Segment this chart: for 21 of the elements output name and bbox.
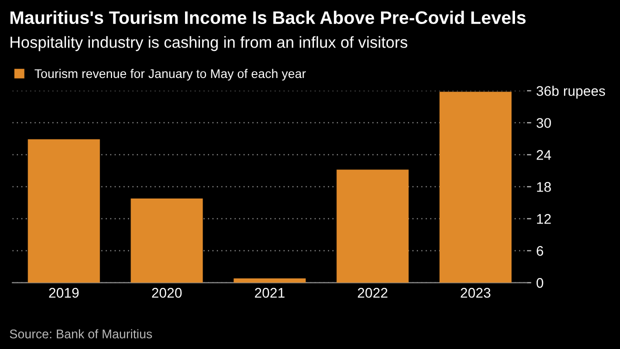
bar [28, 139, 100, 283]
bar [440, 92, 512, 283]
bar [130, 198, 203, 283]
x-tick-label: 2023 [460, 288, 490, 298]
y-tick-label: 0 [536, 278, 544, 288]
x-tick-label: 2022 [358, 288, 388, 298]
bar [336, 170, 409, 283]
y-tick-label: 30 [536, 118, 551, 128]
y-tick-label: 24 [536, 150, 552, 160]
y-tick-label: 12 [537, 214, 551, 224]
legend-label: Tourism revenue for January to May of each year [34, 68, 306, 81]
y-tick-label: 18 [537, 182, 551, 192]
source-note: Source: Bank of Mauritius [10, 329, 152, 338]
x-tick-label: 2021 [254, 288, 284, 298]
x-tick-label: 2019 [49, 288, 79, 298]
bar [234, 278, 306, 283]
chart-title: Mauritius's Tourism Income Is Back Above Pre-Covid Levels [10, 10, 526, 24]
y-tick-label: 36b rupees [536, 86, 606, 99]
chart-subtitle: Hospitality industry is cashing in from an influx of visitors [10, 36, 408, 52]
y-tick-label: 6 [536, 246, 544, 256]
x-tick-label: 2020 [152, 288, 182, 298]
